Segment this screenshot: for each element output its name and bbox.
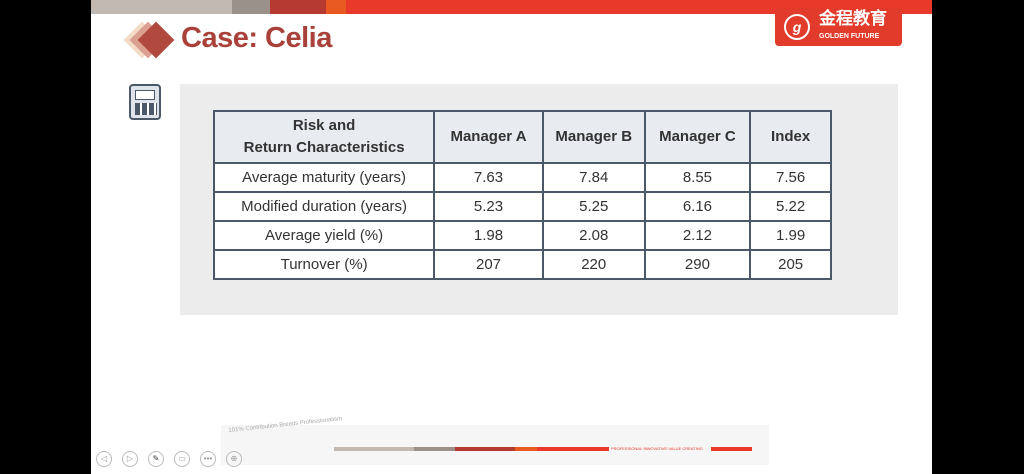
header-risk: Risk and Return Characteristics — [212, 110, 436, 164]
header-manager-c: Manager C — [643, 110, 752, 164]
cell: 7.56 — [749, 162, 832, 193]
table-row: Average maturity (years) 7.63 7.84 8.55 7.56 — [212, 162, 832, 193]
cell: 205 — [749, 249, 832, 280]
header-line: Return Characteristics — [243, 139, 405, 156]
cell: 8.55 — [643, 162, 752, 193]
footer-band — [221, 425, 769, 465]
logo-en: GOLDEN FUTURE — [819, 33, 880, 40]
header-line: Risk and — [292, 117, 356, 134]
footer-bar-segment — [334, 447, 414, 451]
previous-icon[interactable]: ◁ — [96, 451, 112, 467]
cell: 1.99 — [749, 220, 832, 251]
cell: 7.63 — [433, 162, 544, 193]
header-index: Index — [749, 110, 832, 164]
cell: 5.22 — [749, 191, 832, 222]
footer-tagline: PROFESSIONAL·INNOVATIVE·VALUE CREATING — [611, 446, 703, 451]
cell: Average yield (%) — [212, 220, 436, 251]
table-panel: Risk and Return Characteristics Manager A… — [180, 84, 898, 315]
cell: Modified duration (years) — [212, 191, 436, 222]
table-row: Average yield (%) 1.98 2.08 2.12 1.99 — [212, 220, 832, 251]
data-table: Risk and Return Characteristics Manager A… — [212, 110, 832, 280]
top-bar-segment — [232, 0, 270, 14]
cell: 290 — [643, 249, 752, 280]
calculator-icon — [129, 84, 161, 120]
footer-bar-segment — [455, 447, 515, 451]
page-title: Case: Celia — [181, 22, 332, 54]
zoom-icon[interactable]: ⊕ — [226, 451, 242, 467]
top-bar-segment — [91, 0, 232, 14]
top-bar-segment — [270, 0, 326, 14]
cell: 5.25 — [541, 191, 646, 222]
header-manager-b: Manager B — [541, 110, 646, 164]
footer-bar-segment — [414, 447, 455, 451]
footer-bar-segment — [537, 447, 609, 451]
footer-bar-segment — [711, 447, 752, 451]
cell: 1.98 — [433, 220, 544, 251]
next-icon[interactable]: ▷ — [122, 451, 138, 467]
slide-icon[interactable]: ▭ — [174, 451, 190, 467]
table-row: Modified duration (years) 5.23 5.25 6.16 5.2… — [212, 191, 832, 222]
pen-icon[interactable]: ✎ — [148, 451, 164, 467]
top-bar-segment — [326, 0, 346, 14]
slide: Case: Celia g 金程教育 GOLDEN FUTURE Risk an… — [91, 0, 932, 474]
cell: 2.08 — [541, 220, 646, 251]
logo-seal-icon: g — [784, 14, 810, 40]
table-row: Turnover (%) 207 220 290 205 — [212, 249, 832, 280]
cell: 5.23 — [433, 191, 544, 222]
table-header-row: Risk and Return Characteristics Manager A… — [212, 110, 832, 164]
header-manager-a: Manager A — [433, 110, 544, 164]
cell: Turnover (%) — [212, 249, 436, 280]
cell: 7.84 — [541, 162, 646, 193]
cell: 220 — [541, 249, 646, 280]
cell: 2.12 — [643, 220, 752, 251]
logo: g 金程教育 GOLDEN FUTURE — [775, 8, 902, 46]
cell: Average maturity (years) — [212, 162, 436, 193]
logo-cn: 金程教育 — [819, 9, 887, 28]
footer-bar-segment — [515, 447, 537, 451]
cell: 6.16 — [643, 191, 752, 222]
more-icon[interactable]: ••• — [200, 451, 216, 467]
cell: 207 — [433, 249, 544, 280]
